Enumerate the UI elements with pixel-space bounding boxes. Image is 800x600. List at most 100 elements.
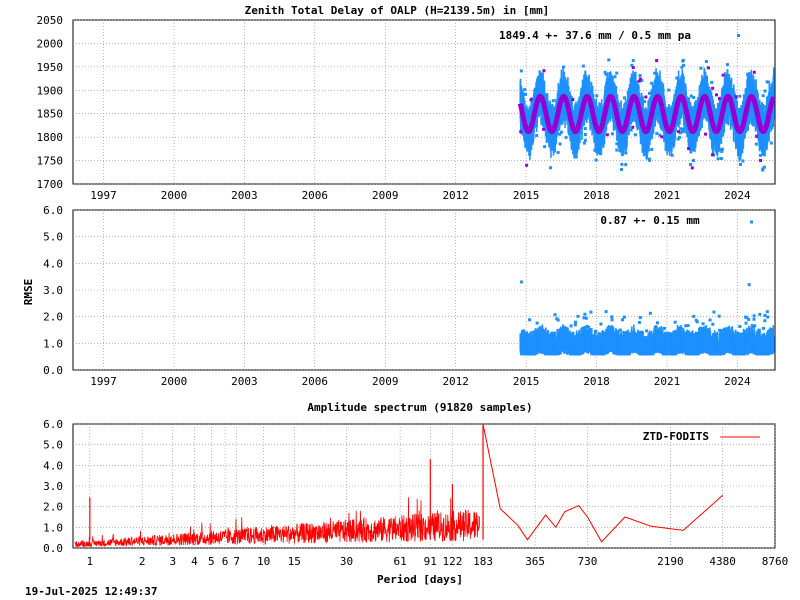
ztd-point	[583, 138, 587, 142]
rmse-point	[662, 326, 666, 330]
rmse-x-tick-label: 2024	[724, 375, 751, 388]
rmse-point	[750, 324, 754, 328]
ztd-x-tick-label: 2000	[161, 189, 188, 202]
ztd-ticks: 1997 2000 2003 2006 2009 2012 2015 2018 2021 2024…	[37, 14, 752, 202]
rmse-point	[528, 318, 532, 322]
ztd-point	[640, 78, 644, 82]
rmse-x-tick-label: 2006	[302, 375, 329, 388]
ztd-point	[523, 88, 527, 92]
ztd-point	[689, 94, 693, 98]
ztd-point	[603, 70, 607, 74]
ztd-fit-marker	[542, 69, 546, 73]
ztd-fit-marker	[655, 59, 659, 63]
rmse-point	[718, 328, 722, 332]
rmse-point	[584, 316, 588, 320]
ztd-point	[623, 96, 627, 100]
rmse-point	[610, 315, 614, 319]
ztd-point	[758, 153, 762, 157]
rmse-point	[653, 325, 657, 329]
spectrum-xlabel: Period [days]	[377, 573, 463, 586]
ztd-point	[719, 156, 723, 160]
ztd-point	[519, 69, 523, 73]
ztd-point	[769, 141, 773, 145]
rmse-point	[701, 322, 705, 326]
rmse-outlier-point	[519, 280, 523, 284]
rmse-point	[766, 315, 770, 319]
ztd-point	[582, 141, 586, 145]
spectrum-y-tick-label: 3.0	[43, 480, 63, 493]
spectrum-x-tick-label: 7	[233, 555, 240, 568]
ztd-fit-marker	[644, 95, 648, 99]
spectrum-x-tick-label: 61	[393, 555, 406, 568]
ztd-y-tick-label: 2000	[37, 37, 64, 50]
spectrum-legend-label: ZTD-FODITS	[643, 430, 709, 443]
ztd-fit-marker	[571, 98, 575, 102]
rmse-point	[587, 325, 591, 329]
rmse-x-tick-label: 2009	[372, 375, 399, 388]
footer-timestamp: 19-Jul-2025 12:49:37	[25, 585, 157, 598]
ztd-point	[691, 159, 695, 163]
rmse-panel: 0.87 +- 0.15 mm RMSE 1997 2000 2003 2006 200…	[22, 204, 776, 388]
rmse-point	[585, 324, 589, 328]
ztd-point	[692, 96, 696, 100]
ztd-point	[653, 71, 657, 75]
spectrum-long-period-line	[482, 423, 724, 543]
ztd-point	[699, 66, 703, 70]
ztd-fit-marker	[706, 66, 710, 70]
rmse-point	[725, 327, 729, 331]
rmse-y-tick-label: 0.0	[43, 364, 63, 377]
ztd-point	[765, 80, 769, 84]
ztd-point	[716, 157, 720, 161]
ztd-point	[615, 142, 619, 146]
ztd-point	[746, 72, 750, 76]
rmse-point	[574, 320, 578, 324]
rmse-point	[569, 324, 573, 328]
rmse-point	[692, 314, 696, 318]
ztd-point	[754, 142, 758, 146]
spectrum-x-tick-label: 91	[424, 555, 437, 568]
spectrum-x-tick-label: 122	[442, 555, 462, 568]
ztd-point	[581, 64, 585, 68]
rmse-point	[594, 329, 598, 333]
rmse-y-tick-label: 2.0	[43, 311, 63, 324]
spectrum-x-tick-label: 30	[340, 555, 353, 568]
rmse-point	[686, 324, 690, 328]
ztd-point	[648, 158, 652, 162]
ztd-fit-marker	[717, 97, 721, 101]
ztd-point	[629, 128, 633, 132]
rmse-x-tick-label: 2015	[513, 375, 540, 388]
ztd-fit-marker	[752, 70, 756, 74]
ztd-fit-marker	[734, 95, 738, 99]
ztd-point	[761, 94, 765, 98]
rmse-point	[622, 315, 626, 319]
ztd-point	[704, 59, 708, 63]
spectrum-x-tick-label: 4	[191, 555, 198, 568]
spectrum-x-tick-label: 8760	[762, 555, 789, 568]
ztd-point	[676, 137, 680, 141]
ztd-fit-marker	[755, 134, 759, 138]
ztd-point	[667, 88, 671, 92]
ztd-fit-marker	[637, 79, 641, 83]
ztd-x-tick-label: 2024	[724, 189, 751, 202]
ztd-point	[738, 94, 742, 98]
rmse-x-tick-label: 2000	[161, 375, 188, 388]
rmse-x-tick-label: 2012	[442, 375, 469, 388]
ztd-point	[624, 151, 628, 155]
ztd-point	[549, 166, 553, 170]
ztd-point	[535, 133, 539, 137]
ztd-point	[631, 59, 635, 63]
rmse-point	[694, 318, 698, 322]
ztd-point	[620, 168, 624, 172]
ztd-point	[681, 59, 685, 63]
rmse-point	[763, 319, 767, 323]
rmse-point	[704, 326, 708, 330]
rmse-outlier-point	[747, 283, 751, 287]
rmse-x-tick-label: 2003	[231, 375, 258, 388]
ztd-x-tick-label: 2021	[654, 189, 681, 202]
ztd-point	[558, 142, 562, 146]
ztd-point	[595, 94, 599, 98]
ztd-fit-marker	[519, 130, 523, 134]
spectrum-y-tick-label: 4.0	[43, 459, 63, 472]
ztd-point	[604, 72, 608, 76]
ztd-point	[741, 159, 745, 163]
